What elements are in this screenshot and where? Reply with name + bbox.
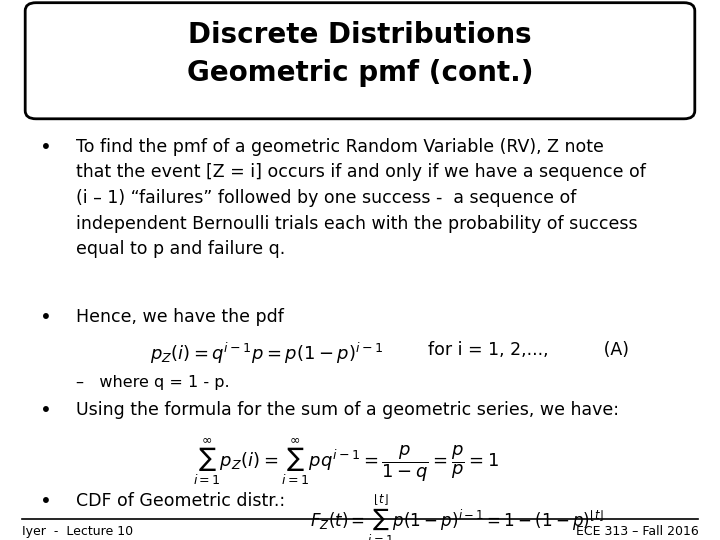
Text: To find the pmf of a geometric Random Variable (RV), Z note
that the event [Z = : To find the pmf of a geometric Random Va… [76, 138, 645, 259]
Text: $\sum_{i=1}^{\infty} p_Z(i) = \sum_{i=1}^{\infty} pq^{i-1} = \dfrac{p}{1-q} = \d: $\sum_{i=1}^{\infty} p_Z(i) = \sum_{i=1}… [193, 436, 498, 487]
FancyBboxPatch shape [25, 3, 695, 119]
Text: •: • [40, 308, 51, 327]
Text: •: • [40, 401, 51, 420]
Text: Hence, we have the pdf: Hence, we have the pdf [76, 308, 284, 326]
Text: Discrete Distributions
Geometric pmf (cont.): Discrete Distributions Geometric pmf (co… [186, 21, 534, 87]
Text: •: • [40, 138, 51, 157]
Text: Iyer  -  Lecture 10: Iyer - Lecture 10 [22, 525, 132, 538]
Text: for i = 1, 2,...,          (A): for i = 1, 2,..., (A) [428, 341, 629, 359]
Text: CDF of Geometric distr.:: CDF of Geometric distr.: [76, 492, 296, 510]
Text: •: • [40, 492, 51, 511]
Text: $F_Z(t) = \sum_{i=1}^{\lfloor t \rfloor} p(1-p)^{i-1} = 1-(1-p)^{\lfloor t \rflo: $F_Z(t) = \sum_{i=1}^{\lfloor t \rfloor}… [310, 492, 604, 540]
Text: $p_Z(i) = q^{i-1}p = p(1-p)^{i-1}$: $p_Z(i) = q^{i-1}p = p(1-p)^{i-1}$ [150, 341, 383, 367]
Text: Using the formula for the sum of a geometric series, we have:: Using the formula for the sum of a geome… [76, 401, 618, 418]
Text: ECE 313 – Fall 2016: ECE 313 – Fall 2016 [576, 525, 698, 538]
Text: –   where q = 1 - p.: – where q = 1 - p. [76, 375, 229, 390]
